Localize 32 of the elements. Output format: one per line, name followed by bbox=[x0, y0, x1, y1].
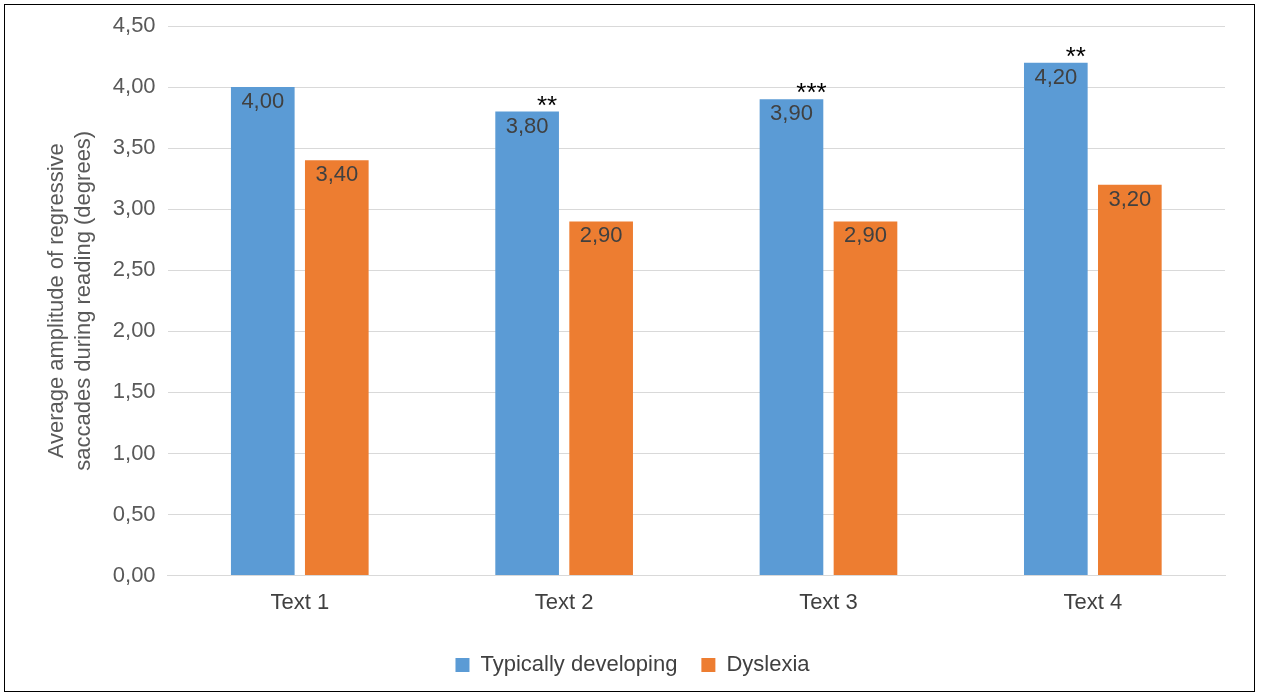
data-label: 3,80 bbox=[505, 112, 549, 138]
data-label: 3,20 bbox=[1108, 185, 1152, 211]
y-tick-label: 0,50 bbox=[112, 500, 156, 526]
y-tick-label: 2,50 bbox=[112, 256, 156, 282]
data-label: 3,40 bbox=[315, 161, 359, 187]
data-label: 4,00 bbox=[241, 88, 285, 114]
data-label: 2,90 bbox=[844, 222, 887, 248]
data-label: 2,90 bbox=[579, 222, 623, 248]
x-tick-label: Text 2 bbox=[534, 588, 594, 614]
y-axis-title: Average amplitude of regressive saccades during reading (degrees) bbox=[43, 130, 95, 471]
data-label: 4,20 bbox=[1034, 63, 1078, 89]
y-tick-label: 2,00 bbox=[112, 317, 156, 343]
y-tick-label: 1,50 bbox=[112, 378, 156, 404]
bar bbox=[759, 99, 824, 576]
y-tick-label: 4,00 bbox=[112, 73, 156, 99]
x-tick-label: Text 4 bbox=[1063, 588, 1123, 614]
bar bbox=[230, 87, 295, 576]
bar bbox=[1023, 62, 1088, 576]
bar bbox=[495, 111, 559, 576]
legend-label: Typically developing bbox=[480, 651, 678, 677]
x-tick-label: Text 1 bbox=[270, 588, 330, 614]
bar bbox=[1098, 184, 1162, 576]
bar bbox=[569, 221, 633, 576]
bar bbox=[304, 160, 369, 576]
x-tick-label: Text 3 bbox=[799, 588, 858, 614]
y-tick-label: 3,50 bbox=[112, 134, 156, 160]
y-tick-label: 1,00 bbox=[112, 439, 156, 465]
legend-label: Dyslexia bbox=[726, 651, 811, 677]
y-tick-label: 0,00 bbox=[112, 561, 156, 587]
bar bbox=[833, 221, 898, 576]
y-tick-label: 4,50 bbox=[112, 12, 156, 38]
y-tick-label: 3,00 bbox=[112, 195, 156, 221]
